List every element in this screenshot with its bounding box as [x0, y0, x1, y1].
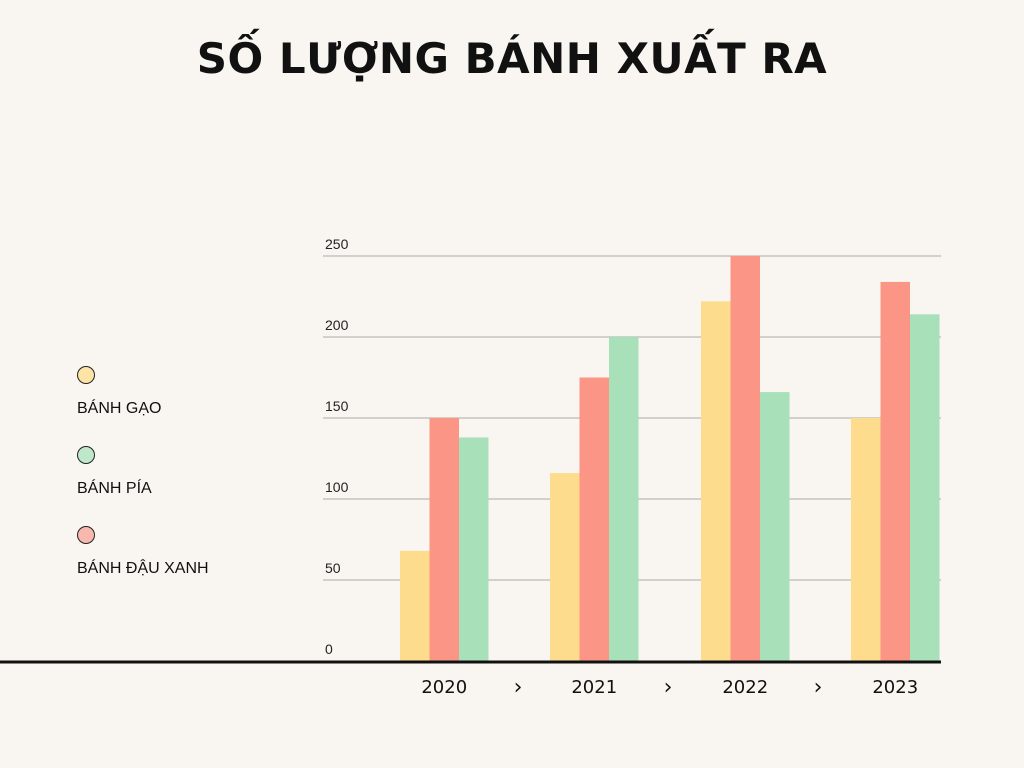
legend-swatch-banh-gao [77, 366, 95, 384]
bar-2021-bánh-đậu-xanh [579, 377, 609, 661]
x-tick-label-2023: 2023 [872, 677, 918, 698]
legend-label-banh-dau-xanh: BÁNH ĐẬU XANH [77, 560, 209, 577]
bar-2022-bánh-pía [760, 392, 790, 661]
bar-2023-bánh-đậu-xanh [880, 281, 910, 661]
bar-2020-bánh-pía [459, 437, 489, 661]
x-tick-label-2020: 2020 [421, 677, 467, 698]
bar-2023-bánh-pía [910, 314, 940, 661]
y-tick-label-200: 200 [325, 317, 349, 333]
x-separator-0: › [514, 675, 523, 700]
legend-swatch-banh-pia [77, 446, 95, 464]
y-tick-label-0: 0 [325, 641, 333, 657]
x-separator-2: › [814, 675, 823, 700]
bar-2023-bánh-gạo [851, 418, 881, 661]
bar-2022-bánh-gạo [701, 301, 731, 661]
y-tick-label-150: 150 [325, 398, 349, 414]
y-tick-label-50: 50 [325, 560, 341, 576]
x-tick-label-2021: 2021 [571, 677, 617, 698]
y-tick-label-250: 250 [325, 236, 349, 252]
legend-swatch-banh-dau-xanh [77, 526, 95, 544]
chart-title: SỐ LƯỢNG BÁNH XUẤT RA [196, 34, 828, 83]
legend-label-banh-pia: BÁNH PÍA [77, 480, 152, 497]
bar-2021-bánh-pía [609, 337, 639, 661]
bar-2020-bánh-gạo [400, 550, 430, 661]
legend-label-banh-gao: BÁNH GẠO [77, 400, 162, 417]
bar-2022-bánh-đậu-xanh [730, 256, 760, 661]
x-separator-1: › [664, 675, 673, 700]
y-tick-label-100: 100 [325, 479, 349, 495]
x-tick-label-2022: 2022 [722, 677, 768, 698]
bar-2021-bánh-gạo [550, 473, 580, 661]
bar-2020-bánh-đậu-xanh [429, 418, 459, 661]
